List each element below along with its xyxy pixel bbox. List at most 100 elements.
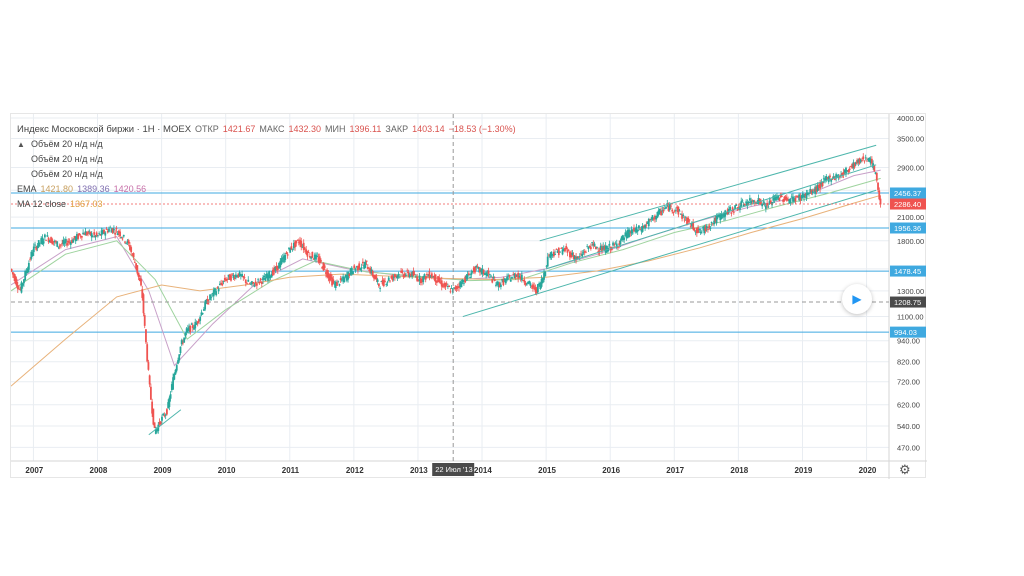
candle-body — [617, 246, 619, 248]
candle-body — [412, 271, 415, 276]
candle-body — [549, 254, 552, 258]
candle-body — [166, 409, 168, 415]
candle-body — [742, 204, 745, 207]
candle-body — [762, 201, 765, 203]
candle-body — [612, 242, 614, 246]
candle-body — [34, 244, 36, 246]
candle-body — [227, 274, 230, 277]
trend-line[interactable] — [148, 409, 182, 436]
candle-body — [339, 278, 342, 281]
candle-body — [450, 288, 453, 289]
candle-body — [769, 200, 772, 204]
candle-body — [684, 217, 687, 219]
candle-body — [361, 261, 364, 264]
candle-body — [773, 195, 776, 201]
price-label: 2456.37 — [894, 189, 921, 198]
ohlc-low-value: 1396.11 — [349, 124, 382, 134]
candle-body — [88, 230, 91, 232]
candle-body — [551, 253, 554, 255]
gear-icon[interactable]: ⚙ — [899, 462, 911, 477]
crosshair-date-label: 22 Июл '13 — [435, 465, 473, 474]
candle-body — [554, 254, 557, 255]
legend-ma-row[interactable]: MA 12 close 1367.03 — [17, 197, 516, 212]
candle-body — [264, 277, 267, 281]
candle-body — [379, 287, 382, 289]
candle-body — [226, 279, 229, 280]
candle-body — [456, 286, 459, 288]
candle-body — [331, 277, 333, 286]
candle-body — [715, 216, 718, 224]
candle-body — [784, 196, 787, 200]
legend-volume-row[interactable]: Объём 20 н/д н/д — [17, 152, 516, 167]
candle-body — [141, 289, 144, 298]
candle-body — [16, 285, 19, 290]
candle-body — [101, 230, 104, 235]
candle-body — [82, 232, 84, 235]
candle-body — [572, 255, 575, 259]
candle-body — [236, 276, 239, 278]
candle-body — [619, 240, 622, 245]
candle-body — [801, 193, 804, 197]
candle-body — [512, 274, 515, 276]
candle-body — [291, 248, 294, 250]
trend-line[interactable] — [545, 164, 877, 270]
candle-body — [665, 206, 667, 209]
candle-body — [342, 276, 345, 281]
trend-line[interactable] — [462, 189, 877, 318]
candle-body — [589, 247, 592, 250]
scroll-to-realtime-button[interactable]: ▶ — [842, 284, 872, 314]
price-chart[interactable]: 4000.003500.002900.002500.002100.001800.… — [11, 114, 927, 479]
play-icon: ▶ — [852, 292, 862, 306]
candle-body — [601, 247, 603, 252]
chevron-up-icon[interactable]: ▲ — [17, 140, 25, 149]
candle-body — [480, 269, 483, 272]
candle-body — [782, 199, 785, 202]
candle-body — [507, 275, 510, 277]
chart-panel[interactable]: 4000.003500.002900.002500.002100.001800.… — [10, 113, 927, 479]
candle-body — [761, 203, 764, 207]
ohlc-high-key: МАКС — [259, 124, 285, 134]
candle-body — [836, 174, 839, 176]
legend-ema-row[interactable]: EMA 1421.80 1389.36 1420.56 — [17, 182, 516, 197]
candle-body — [651, 215, 654, 220]
candle-body — [541, 277, 544, 283]
candle-body — [817, 185, 820, 189]
candle-body — [220, 282, 223, 285]
price-label-box — [890, 222, 926, 234]
ohlc-low-key: МИН — [325, 124, 346, 134]
candle-body — [491, 279, 494, 283]
candle-body — [622, 235, 624, 241]
candle-body — [348, 273, 351, 277]
candle-body — [805, 193, 808, 199]
legend-volume-row[interactable]: Объём 20 н/д н/д — [17, 167, 516, 182]
candle-body — [247, 279, 250, 282]
candle-body — [237, 273, 240, 278]
candle-body — [676, 206, 679, 209]
candle-body — [813, 189, 815, 191]
candle-body — [347, 272, 349, 280]
candle-body — [869, 159, 872, 164]
candle-body — [548, 254, 550, 256]
candle-body — [11, 272, 14, 275]
trend-line[interactable] — [539, 144, 877, 242]
candle-body — [13, 273, 15, 278]
candle-body — [529, 283, 532, 286]
legend-volume-row[interactable]: ▲ Объём 20 н/д н/д — [17, 137, 516, 152]
candle-body — [405, 274, 407, 276]
candle-body — [53, 240, 56, 243]
candle-body — [353, 265, 356, 269]
candle-body — [776, 195, 778, 198]
candle-body — [443, 283, 446, 286]
candle-body — [95, 232, 98, 236]
candle-body — [774, 195, 777, 201]
candle-body — [430, 273, 433, 278]
candle-body — [660, 210, 663, 216]
candle-body — [417, 280, 420, 281]
candle-body — [636, 229, 639, 232]
candle-body — [677, 206, 680, 215]
candle-body — [460, 282, 463, 288]
candle-body — [788, 199, 791, 204]
candle-body — [527, 281, 529, 284]
candle-body — [228, 274, 231, 280]
candle-body — [358, 263, 361, 270]
